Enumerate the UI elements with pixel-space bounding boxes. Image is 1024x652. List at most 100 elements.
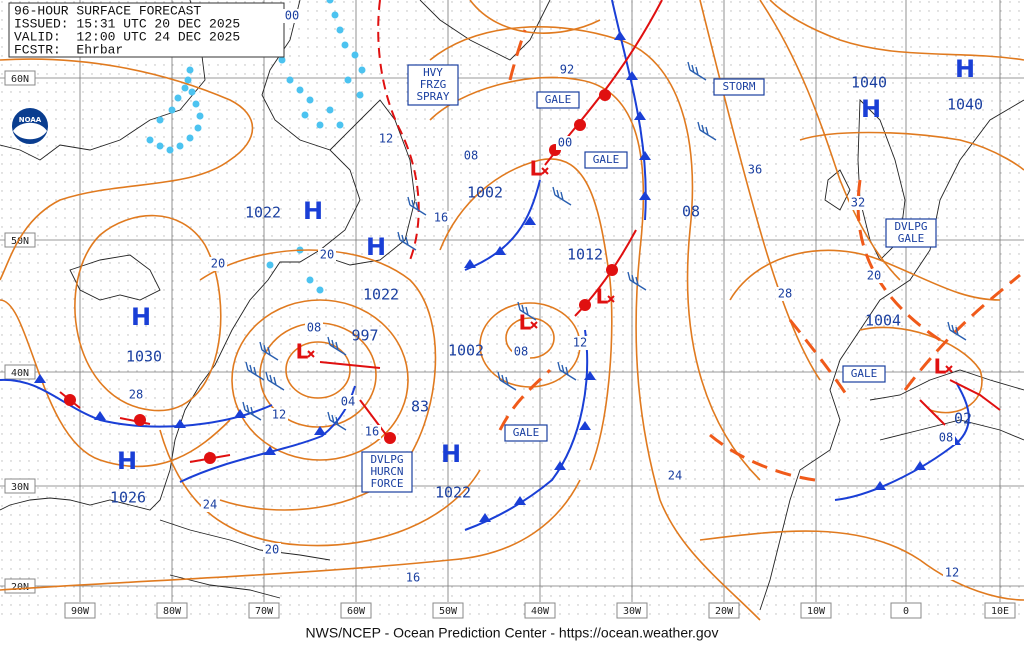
isobar-label-bg bbox=[558, 63, 576, 77]
isobar-label-bg bbox=[512, 345, 530, 359]
ice-dot bbox=[358, 66, 366, 74]
coastline bbox=[759, 99, 1024, 611]
lat-label-box bbox=[4, 478, 36, 494]
high-symbol: H bbox=[861, 95, 881, 123]
front-pip bbox=[574, 119, 586, 131]
coastlines bbox=[0, 0, 1024, 611]
ice-dot bbox=[186, 134, 194, 142]
isobar bbox=[0, 299, 231, 468]
box-label-frame bbox=[584, 151, 628, 169]
box-label-line: STORM bbox=[722, 80, 755, 93]
low-symbol: L bbox=[530, 157, 543, 181]
front-pip bbox=[464, 259, 476, 268]
front-pip bbox=[94, 411, 106, 420]
lon-label: 80W bbox=[163, 606, 182, 617]
wind-barb bbox=[517, 301, 537, 321]
isobar-label-bg bbox=[209, 257, 227, 271]
pressure-label: 1022 bbox=[245, 204, 281, 222]
noaa-logo: NOAA bbox=[10, 106, 50, 146]
isobar-label-bg bbox=[432, 211, 450, 225]
low-center-mark bbox=[307, 350, 315, 358]
isobar bbox=[799, 131, 1024, 171]
box-label-frame bbox=[713, 78, 765, 96]
trough bbox=[498, 368, 552, 431]
isobar-label-bg bbox=[776, 287, 794, 301]
high-symbol: H bbox=[117, 447, 137, 475]
lon-label: 90W bbox=[71, 606, 90, 617]
box-label-line: DVLPG bbox=[894, 220, 927, 233]
wind-barb bbox=[265, 371, 285, 391]
isobar-label-bg bbox=[556, 136, 574, 150]
front-pip bbox=[64, 394, 76, 406]
trough bbox=[856, 179, 941, 342]
isobar bbox=[859, 326, 983, 414]
ice-dot bbox=[266, 261, 274, 269]
isobar bbox=[0, 58, 254, 281]
isobar bbox=[429, 76, 761, 621]
box-label-line: SPRAY bbox=[416, 90, 449, 103]
lon-label-box bbox=[616, 602, 648, 619]
isobar bbox=[285, 341, 351, 399]
front-pip bbox=[314, 426, 326, 435]
front-pip bbox=[524, 216, 536, 225]
low-center-mark bbox=[541, 167, 549, 175]
box-label-frame bbox=[842, 365, 886, 383]
isobar-label: 20 bbox=[867, 269, 881, 283]
isobar bbox=[159, 429, 481, 547]
trough bbox=[508, 29, 527, 81]
ice-dot bbox=[331, 11, 339, 19]
box-label-line: FRZG bbox=[420, 78, 447, 91]
isobar-label: 32 bbox=[851, 196, 865, 210]
wind-barb bbox=[497, 371, 517, 391]
coastline bbox=[159, 519, 331, 599]
front-pip bbox=[614, 31, 626, 40]
ice-dot bbox=[344, 76, 352, 84]
ice-dot bbox=[296, 86, 304, 94]
ice-dot bbox=[351, 51, 359, 59]
pressure-label: 1012 bbox=[567, 246, 603, 264]
pressure-label: 1022 bbox=[363, 286, 399, 304]
box-label-frame bbox=[361, 451, 413, 493]
isobar-label-bg bbox=[263, 543, 281, 557]
lat-label-box bbox=[4, 364, 36, 380]
cold-front bbox=[611, 0, 647, 221]
front-pip bbox=[234, 409, 246, 418]
high-symbol: H bbox=[303, 197, 323, 225]
isobar bbox=[469, 0, 601, 34]
ice-dot bbox=[306, 276, 314, 284]
logo-text: NOAA bbox=[19, 116, 42, 124]
isobar-label-bg bbox=[318, 248, 336, 262]
ice-dot bbox=[184, 76, 192, 84]
front-pip bbox=[514, 496, 526, 505]
isobar-label-bg bbox=[937, 431, 955, 445]
isobar-label-bg bbox=[849, 196, 867, 210]
ice-dot bbox=[181, 84, 189, 92]
isobar-label: 08 bbox=[464, 149, 478, 163]
isobar-label: 20 bbox=[265, 543, 279, 557]
box-label-frame bbox=[407, 64, 459, 106]
box-label-line: GALE bbox=[851, 367, 878, 380]
wind-barb bbox=[407, 196, 427, 216]
ice-dot bbox=[196, 112, 204, 120]
high-symbol: H bbox=[131, 303, 151, 331]
isobar bbox=[74, 214, 222, 412]
ice-dot bbox=[301, 111, 309, 119]
box-label-frame bbox=[504, 424, 548, 442]
cold-front bbox=[464, 329, 589, 531]
front-pip bbox=[264, 446, 276, 455]
isobar bbox=[0, 479, 581, 591]
coastline bbox=[0, 0, 206, 161]
lon-label: 60W bbox=[347, 606, 366, 617]
front-pip bbox=[626, 71, 638, 80]
ice-dot bbox=[188, 88, 196, 96]
isobar-label: 08 bbox=[939, 431, 953, 445]
lon-label: 20W bbox=[715, 606, 734, 617]
lon-label: 0 bbox=[903, 606, 909, 617]
front-pip bbox=[599, 89, 611, 101]
ice-dot bbox=[278, 56, 286, 64]
low-center-mark bbox=[945, 365, 953, 373]
isobar-label: 12 bbox=[272, 408, 286, 422]
ice-dot bbox=[194, 124, 202, 132]
lat-label: 50N bbox=[11, 236, 29, 247]
